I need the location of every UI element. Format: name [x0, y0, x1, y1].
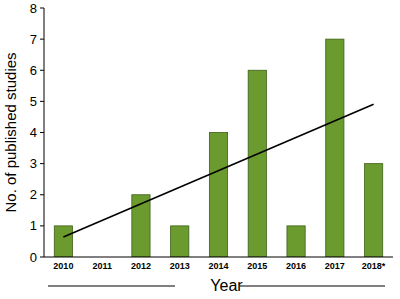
- y-tick: [40, 257, 44, 258]
- bar: [171, 226, 189, 257]
- bar: [326, 39, 344, 257]
- y-tick-label: 7: [30, 32, 37, 47]
- x-label-rule: [48, 286, 175, 287]
- y-tick-label: 8: [30, 1, 37, 16]
- x-tick-label: 2014: [208, 261, 228, 271]
- x-tick-label: 2016: [286, 261, 306, 271]
- bar: [364, 164, 382, 257]
- x-tick-label: 2010: [53, 261, 73, 271]
- x-tick-label: 2017: [325, 261, 345, 271]
- y-tick-label: 1: [30, 218, 37, 233]
- x-tick-label: 2011: [92, 261, 112, 271]
- y-tick-label: 3: [30, 156, 37, 171]
- y-tick-label: 6: [30, 63, 37, 78]
- y-tick: [40, 101, 44, 102]
- bar: [248, 70, 266, 257]
- x-tick-label: 2015: [247, 261, 267, 271]
- x-label-rule: [240, 286, 385, 287]
- chart-container: 0 1 2 3 4 5 6 7 8 2010 2011 2012 2013 2014 2015 2016 201…: [0, 0, 400, 299]
- x-axis-label: Year: [210, 277, 243, 294]
- y-tick-label: 0: [30, 250, 37, 265]
- y-tick-label: 2: [30, 187, 37, 202]
- plot-area: [54, 39, 382, 257]
- bar: [54, 226, 72, 257]
- y-tick: [40, 132, 44, 133]
- bar: [287, 226, 305, 257]
- y-tick-label: 5: [30, 94, 37, 109]
- y-tick: [40, 163, 44, 164]
- bar: [209, 133, 227, 258]
- y-tick: [40, 39, 44, 40]
- x-axis: [44, 257, 393, 258]
- x-tick-label: 2013: [170, 261, 190, 271]
- y-tick: [40, 8, 44, 9]
- x-tick-label: 2012: [131, 261, 151, 271]
- trend-line: [63, 104, 373, 237]
- y-tick: [40, 70, 44, 71]
- y-axis-label: No. of published studies: [2, 52, 19, 212]
- y-tick-label: 4: [30, 125, 37, 140]
- chart-svg: 0 1 2 3 4 5 6 7 8 2010 2011 2012 2013 2014 2015 2016 201…: [0, 0, 400, 299]
- y-tick: [40, 225, 44, 226]
- x-tick-label: 2018*: [362, 261, 386, 271]
- y-tick: [40, 194, 44, 195]
